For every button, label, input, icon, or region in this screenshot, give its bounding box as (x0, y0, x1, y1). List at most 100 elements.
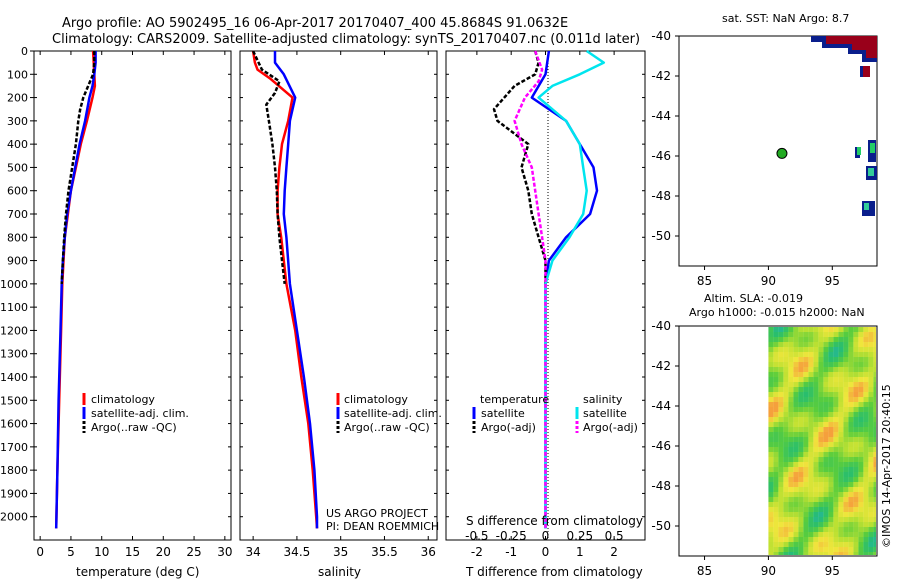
sla-cell (843, 452, 849, 457)
sla-cell (768, 537, 774, 542)
sla-cell (773, 497, 779, 502)
sla-cell (848, 367, 854, 372)
sla-cell (808, 357, 814, 362)
sla-cell (823, 352, 829, 357)
sla-cell (868, 357, 874, 362)
sla-cell (843, 432, 849, 437)
sla-cell (778, 367, 784, 372)
sla-cell (868, 392, 874, 397)
sla-cell (848, 417, 854, 422)
project-annotation: US ARGO PROJECT (326, 507, 428, 520)
sla-cell (823, 507, 829, 512)
sla-cell (858, 497, 864, 502)
sla-cell (863, 387, 869, 392)
sla-cell (823, 357, 829, 362)
sla-cell (793, 392, 799, 397)
sla-cell (868, 552, 874, 555)
sla-cell (823, 447, 829, 452)
sla-cell (773, 397, 779, 402)
sla-cell (818, 447, 824, 452)
sla-cell (833, 327, 839, 332)
sla-cell (808, 362, 814, 367)
sla-cell (808, 457, 814, 462)
sla-cell (768, 522, 774, 527)
sla-cell (838, 467, 844, 472)
sla-cell (773, 457, 779, 462)
sla-cell (808, 507, 814, 512)
sla-cell (778, 327, 784, 332)
sla-cell (843, 552, 849, 555)
sla-cell (818, 337, 824, 342)
sla-cell (868, 492, 874, 497)
sla-cell (823, 487, 829, 492)
sla-cell (823, 367, 829, 372)
x-tick-label: 15 (125, 545, 140, 559)
sla-cell (768, 457, 774, 462)
sla-cell (838, 337, 844, 342)
sla-cell (838, 517, 844, 522)
sla-cell (798, 377, 804, 382)
sla-cell (858, 332, 864, 337)
sla-cell (868, 337, 874, 342)
sla-cell (833, 497, 839, 502)
sla-cell (788, 472, 794, 477)
sla-cell (813, 492, 819, 497)
sla-cell (868, 387, 874, 392)
sla-cell (863, 452, 869, 457)
sla-cell (868, 432, 874, 437)
sla-cell (828, 452, 834, 457)
sla-cell (838, 412, 844, 417)
sla-cell (853, 352, 859, 357)
sla-cell (793, 482, 799, 487)
sla-cell (783, 492, 789, 497)
sla-cell (828, 542, 834, 547)
sla-cell (803, 457, 809, 462)
sla-cell (833, 537, 839, 542)
sla-cell (818, 507, 824, 512)
series-line-argo-raw-qc (60, 51, 96, 284)
sla-cell (843, 472, 849, 477)
sla-cell (788, 507, 794, 512)
sla-cell (798, 422, 804, 427)
sla-cell (783, 387, 789, 392)
series-line-climatology (251, 50, 319, 529)
sla-cell (853, 552, 859, 555)
salinity-legend: climatology satellite-adj. clim. Argo(..… (336, 393, 442, 434)
sla-cell (803, 462, 809, 467)
sla-cell (858, 522, 864, 527)
sla-cell (778, 342, 784, 347)
sla-cell (773, 512, 779, 517)
sla-cell (813, 432, 819, 437)
sla-cell (838, 362, 844, 367)
sla-cell (833, 397, 839, 402)
sla-cell (838, 547, 844, 552)
sla-cell (828, 467, 834, 472)
sla-cell (788, 412, 794, 417)
sla-cell (773, 387, 779, 392)
sla-cell (803, 372, 809, 377)
sla-cell (858, 367, 864, 372)
sla-cell (768, 332, 774, 337)
sla-cell (803, 377, 809, 382)
sla-cell (818, 452, 824, 457)
sla-cell (863, 327, 869, 332)
sla-cell (848, 522, 854, 527)
sla-cell (788, 377, 794, 382)
sla-cell (808, 387, 814, 392)
sla-cell (778, 357, 784, 362)
sla-cell (833, 437, 839, 442)
sla-cell (793, 542, 799, 547)
sla-cell (823, 382, 829, 387)
sla-cell (843, 437, 849, 442)
sla-cell (828, 412, 834, 417)
sla-cell (843, 392, 849, 397)
sla-cell (793, 412, 799, 417)
x-tick-label: 20 (156, 545, 171, 559)
sla-cell (828, 462, 834, 467)
sla-cell (863, 382, 869, 387)
sla-cell (863, 457, 869, 462)
depth-tick-label: 0 (21, 45, 28, 58)
sla-cell (808, 437, 814, 442)
sla-cell (823, 397, 829, 402)
sla-cell (813, 497, 819, 502)
